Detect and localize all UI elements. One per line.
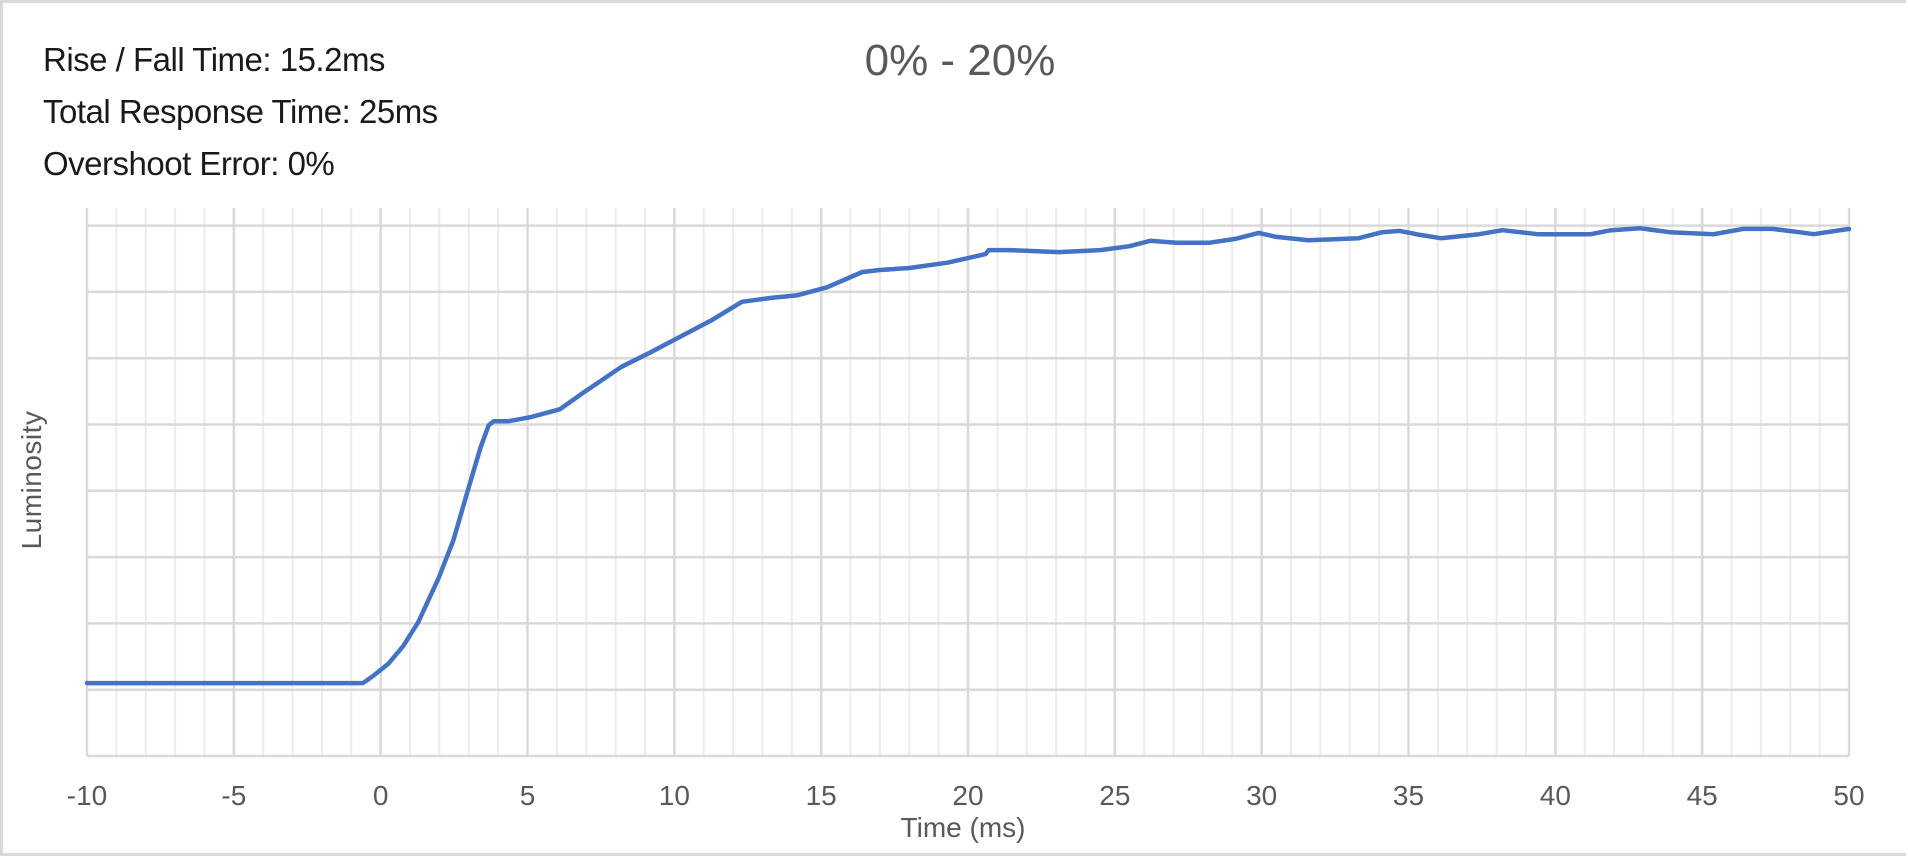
gridlines bbox=[85, 208, 1851, 758]
x-tick-label: 50 bbox=[1833, 780, 1865, 811]
x-tick-label: -5 bbox=[221, 780, 247, 811]
x-tick-label: 5 bbox=[519, 780, 536, 811]
x-tick-label: 10 bbox=[658, 780, 690, 811]
x-tick-label: 25 bbox=[1099, 780, 1131, 811]
x-tick-label: 35 bbox=[1392, 780, 1425, 811]
chart-title: 0% - 20% bbox=[864, 36, 1056, 85]
y-axis-title: Luminosity bbox=[16, 410, 47, 550]
rise-fall-time-label: Rise / Fall Time: 15.2ms bbox=[43, 41, 385, 78]
x-tick-label: 45 bbox=[1686, 780, 1718, 811]
stats-panel: Rise / Fall Time: 15.2ms Total Response … bbox=[43, 34, 438, 190]
x-tick-label: 30 bbox=[1246, 780, 1278, 811]
x-tick-label: 20 bbox=[952, 780, 984, 811]
x-tick-label: -10 bbox=[66, 780, 108, 811]
x-axis-title: Time (ms) bbox=[900, 812, 1026, 843]
total-response-time-label: Total Response Time: 25ms bbox=[43, 93, 438, 130]
x-tick-label: 15 bbox=[805, 780, 837, 811]
overshoot-error-label: Overshoot Error: 0% bbox=[43, 145, 335, 182]
luminosity-line bbox=[84, 226, 1852, 686]
x-tick-label: 0 bbox=[372, 780, 389, 811]
x-tick-label: 40 bbox=[1539, 780, 1571, 811]
